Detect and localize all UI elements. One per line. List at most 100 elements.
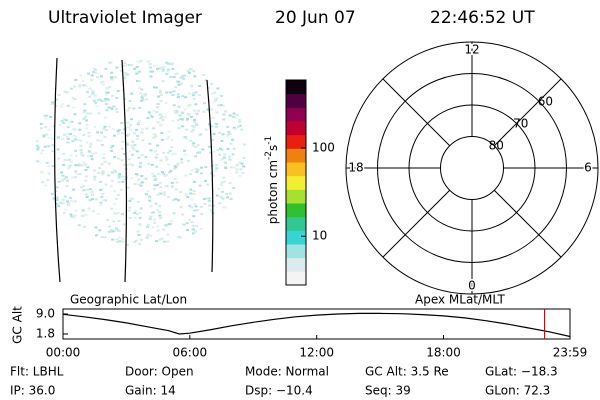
speckle bbox=[216, 149, 220, 151]
speckle bbox=[159, 91, 163, 94]
speckle bbox=[194, 146, 198, 149]
speckle bbox=[186, 117, 189, 120]
speckle bbox=[86, 188, 90, 191]
speckle bbox=[65, 159, 69, 162]
speckle bbox=[147, 60, 150, 63]
speckle bbox=[83, 225, 86, 228]
speckle bbox=[52, 197, 56, 200]
colorbar-segment bbox=[286, 189, 306, 204]
speckle bbox=[73, 200, 77, 203]
speckle bbox=[104, 93, 108, 96]
speckle bbox=[147, 111, 151, 114]
speckle bbox=[164, 116, 168, 119]
speckle bbox=[66, 141, 70, 144]
speckle bbox=[207, 123, 211, 126]
speckle bbox=[148, 63, 152, 66]
speckle bbox=[71, 176, 75, 179]
speckle bbox=[45, 161, 49, 164]
speckle bbox=[62, 153, 65, 155]
speckle bbox=[152, 188, 156, 190]
speckle bbox=[126, 143, 130, 146]
speckle bbox=[47, 145, 51, 148]
speckle bbox=[97, 112, 101, 115]
speckle bbox=[59, 105, 63, 108]
speckle bbox=[113, 203, 117, 206]
speckle bbox=[204, 128, 208, 131]
speckle bbox=[202, 102, 206, 105]
speckle bbox=[241, 172, 245, 175]
colorbar-segment bbox=[286, 80, 306, 95]
time: 22:46:52 UT bbox=[430, 8, 535, 28]
speckle bbox=[175, 188, 178, 191]
speckle bbox=[210, 108, 214, 110]
colorbar-segment bbox=[286, 257, 306, 272]
speckle bbox=[158, 67, 162, 70]
speckle bbox=[228, 155, 232, 158]
speckle bbox=[61, 174, 65, 177]
speckle bbox=[168, 171, 172, 174]
speckle bbox=[143, 94, 147, 97]
speckle bbox=[86, 91, 89, 94]
speckle bbox=[81, 154, 85, 157]
speckle bbox=[197, 109, 201, 112]
speckle bbox=[159, 113, 163, 116]
colorbar-segment bbox=[286, 175, 306, 190]
speckle bbox=[170, 185, 174, 188]
speckle bbox=[204, 166, 208, 168]
speckle bbox=[79, 144, 83, 147]
speckle bbox=[174, 198, 178, 201]
speckle bbox=[84, 163, 88, 166]
instrument: Ultraviolet Imager bbox=[48, 8, 202, 28]
speckle bbox=[191, 128, 195, 131]
speckle bbox=[79, 74, 83, 77]
speckle bbox=[137, 233, 141, 236]
speckle bbox=[137, 156, 141, 159]
colorbar-frame bbox=[285, 79, 307, 286]
exp: -1 bbox=[264, 136, 274, 145]
speckle bbox=[55, 202, 59, 205]
speckle bbox=[101, 83, 105, 86]
speckle bbox=[226, 134, 230, 137]
speckle bbox=[138, 243, 142, 245]
speckle bbox=[214, 169, 217, 172]
speckle bbox=[104, 183, 108, 186]
speckle bbox=[125, 126, 129, 129]
info-field: GLon: 72.3 bbox=[485, 384, 550, 398]
speckle bbox=[222, 113, 226, 116]
speckle bbox=[212, 101, 216, 104]
speckle bbox=[134, 209, 138, 212]
speckle bbox=[110, 76, 113, 79]
speckle bbox=[91, 210, 95, 213]
speckle bbox=[221, 197, 225, 200]
speckle bbox=[199, 172, 203, 175]
speckle bbox=[127, 209, 131, 212]
speckle bbox=[85, 127, 89, 130]
speckle bbox=[188, 204, 192, 207]
lat-ring bbox=[377, 73, 567, 263]
speckle bbox=[106, 219, 110, 221]
speckle bbox=[120, 147, 124, 150]
speckle bbox=[144, 177, 148, 180]
speckle bbox=[117, 220, 121, 223]
speckle bbox=[68, 121, 72, 124]
x-tick-label: 06:00 bbox=[173, 346, 208, 360]
speckle bbox=[127, 106, 131, 109]
speckle bbox=[238, 161, 242, 164]
speckle bbox=[184, 96, 188, 99]
speckle bbox=[228, 133, 232, 135]
speckle bbox=[227, 130, 231, 133]
speckle bbox=[118, 240, 122, 243]
speckle bbox=[88, 199, 92, 202]
speckle bbox=[99, 201, 103, 204]
speckle bbox=[184, 174, 188, 177]
speckle bbox=[162, 193, 166, 196]
speckle bbox=[74, 149, 77, 152]
speckle bbox=[238, 124, 242, 127]
speckle bbox=[190, 206, 194, 209]
speckle bbox=[198, 184, 202, 187]
speckle bbox=[84, 213, 88, 216]
speckle bbox=[211, 117, 215, 119]
speckle bbox=[61, 202, 65, 205]
colorbar-segment bbox=[286, 162, 306, 177]
speckle bbox=[136, 230, 140, 233]
